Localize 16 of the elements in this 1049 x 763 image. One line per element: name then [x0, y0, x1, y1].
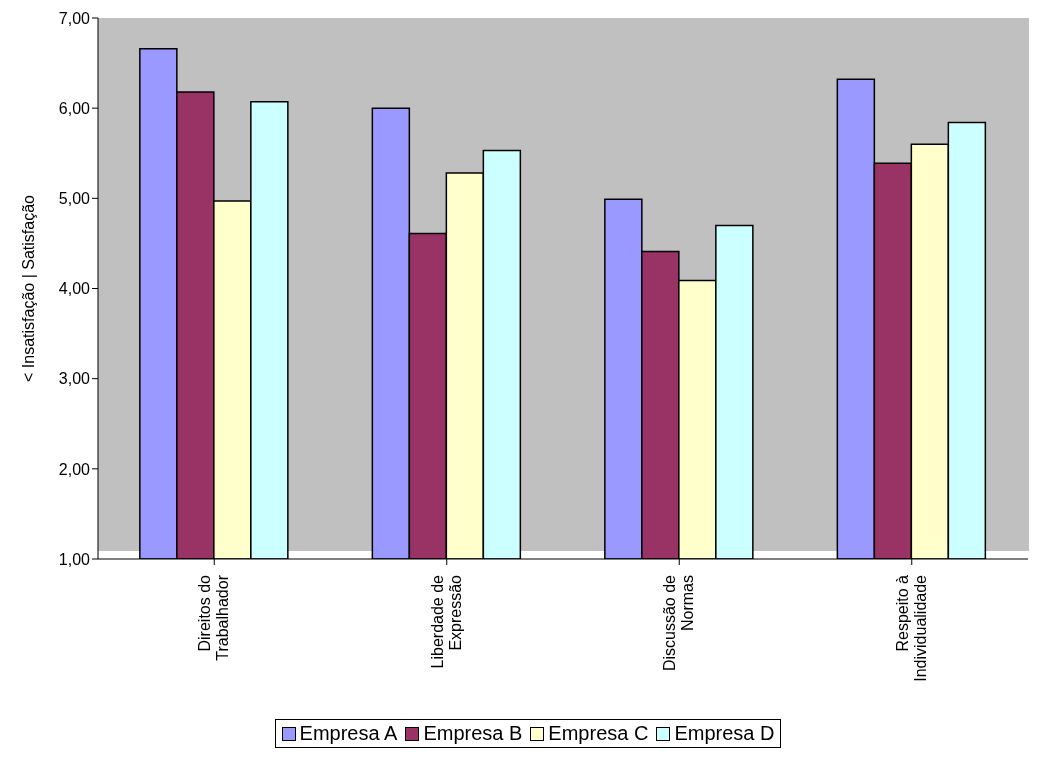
y-tick-label: 1,00	[58, 550, 91, 568]
y-tick-label: 3,00	[58, 370, 91, 388]
y-tick-label: 7,00	[58, 9, 91, 27]
x-tick-label: Direitos do Trabalhador	[196, 574, 232, 661]
x-tick-label: Respeito à Individualidade	[893, 574, 929, 682]
legend-label: Empresa C	[547, 722, 649, 745]
x-tick-label: Discussão de Normas	[661, 574, 697, 672]
y-tick-label: 5,00	[58, 190, 91, 208]
x-tick-label: Liberdade de Expressão	[428, 574, 464, 669]
legend-label: Empresa D	[673, 722, 775, 745]
y-tick-label: 2,00	[58, 460, 91, 478]
y-tick-label: 4,00	[58, 280, 91, 298]
y-axis-title: < Insatisfação | Satisfação	[19, 194, 37, 382]
y-tick-label: 6,00	[58, 99, 91, 117]
legend-label: Empresa B	[422, 722, 523, 745]
legend-label: Empresa A	[298, 722, 398, 745]
